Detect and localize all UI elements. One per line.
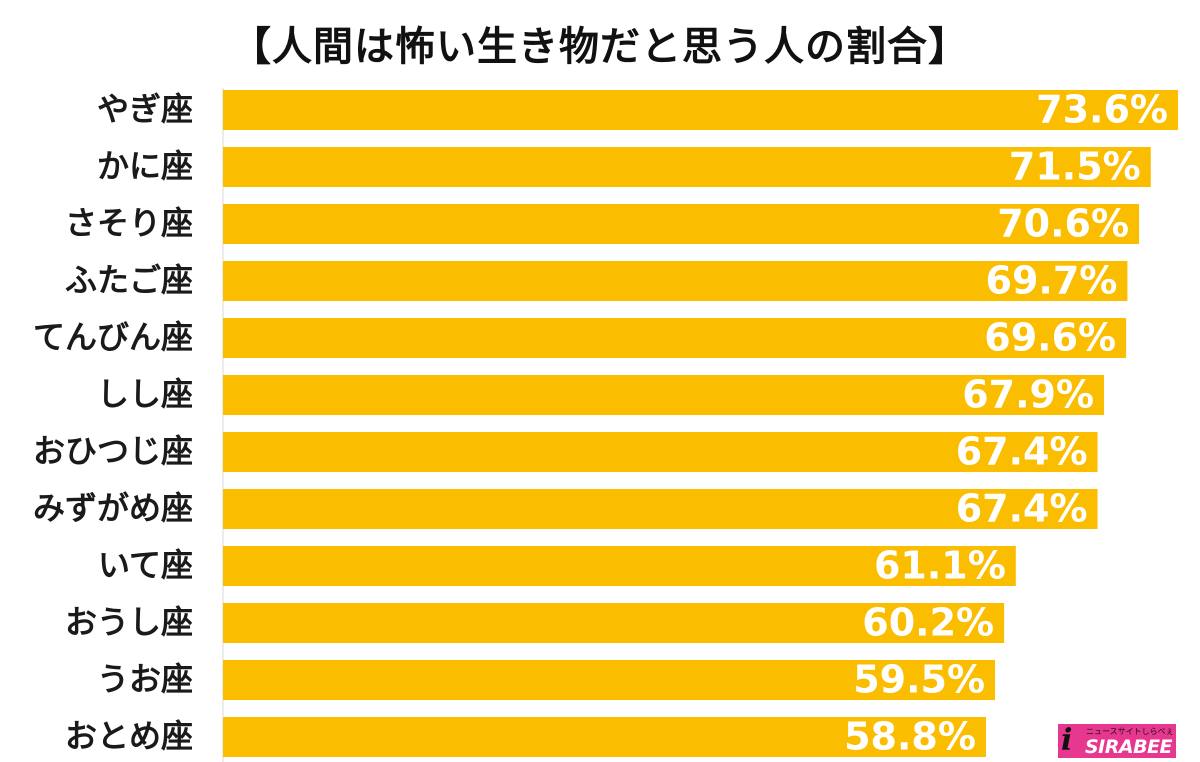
value-label: 70.6% bbox=[997, 202, 1129, 246]
sirabee-logo: i ニュースサイトしらべぇ SIRABEE bbox=[1058, 724, 1176, 758]
value-label: 69.6% bbox=[984, 316, 1116, 360]
bar bbox=[223, 660, 996, 700]
value-label: 59.5% bbox=[853, 658, 985, 702]
category-label: てんびん座 bbox=[33, 318, 193, 356]
category-label: かに座 bbox=[97, 147, 193, 185]
value-label: 71.5% bbox=[1009, 145, 1141, 189]
logo-tagline: ニュースサイトしらべぇ bbox=[1086, 727, 1174, 736]
bar bbox=[223, 147, 1151, 187]
value-label: 67.9% bbox=[962, 373, 1094, 417]
category-label: しし座 bbox=[97, 375, 193, 413]
category-label: おとめ座 bbox=[65, 717, 193, 755]
bar bbox=[223, 489, 1098, 529]
bar bbox=[223, 318, 1127, 358]
category-label: ふたご座 bbox=[65, 261, 193, 299]
category-label: やぎ座 bbox=[97, 90, 193, 128]
category-label: みずがめ座 bbox=[33, 489, 193, 527]
logo-text: SIRABEE bbox=[1085, 736, 1173, 758]
value-label: 67.4% bbox=[956, 487, 1088, 531]
category-label: おうし座 bbox=[65, 603, 193, 641]
value-label: 61.1% bbox=[874, 544, 1006, 588]
chart-title: 【人間は怖い生き物だと思う人の割合】 bbox=[231, 24, 969, 70]
bar bbox=[223, 546, 1016, 586]
bar bbox=[223, 375, 1105, 415]
category-label: さそり座 bbox=[65, 204, 193, 242]
value-label: 73.6% bbox=[1036, 88, 1168, 132]
bar bbox=[223, 261, 1128, 301]
value-label: 58.8% bbox=[844, 715, 976, 759]
bar bbox=[223, 432, 1098, 472]
bar bbox=[223, 717, 986, 757]
category-label: いて座 bbox=[98, 546, 193, 584]
category-label: うお座 bbox=[97, 660, 193, 698]
value-label: 69.7% bbox=[986, 259, 1118, 303]
bar bbox=[223, 603, 1005, 643]
bar bbox=[223, 90, 1178, 130]
category-label: おひつじ座 bbox=[33, 432, 193, 470]
bars-layer: やぎ座 73.6% かに座 71.5% さそり座 70.6% ふたご座 69.7% てんびん座 6… bbox=[33, 88, 1178, 759]
bar bbox=[223, 204, 1140, 244]
value-label: 60.2% bbox=[862, 601, 994, 645]
value-label: 67.4% bbox=[956, 430, 1088, 474]
logo-mark: i bbox=[1061, 724, 1073, 758]
